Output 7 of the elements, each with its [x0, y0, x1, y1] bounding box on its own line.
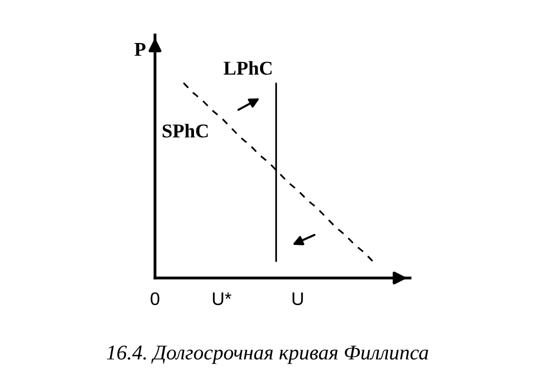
series-label: SPhC	[162, 124, 208, 138]
text: LPhC	[224, 61, 272, 75]
text: 16.4. Долгосрочная кривая Филлипса	[106, 346, 428, 364]
y-axis-title: P	[134, 43, 146, 56]
x-tick-label: U*	[212, 292, 232, 306]
x-tick-label: 0	[150, 292, 160, 306]
x-tick-label: U	[292, 292, 303, 306]
